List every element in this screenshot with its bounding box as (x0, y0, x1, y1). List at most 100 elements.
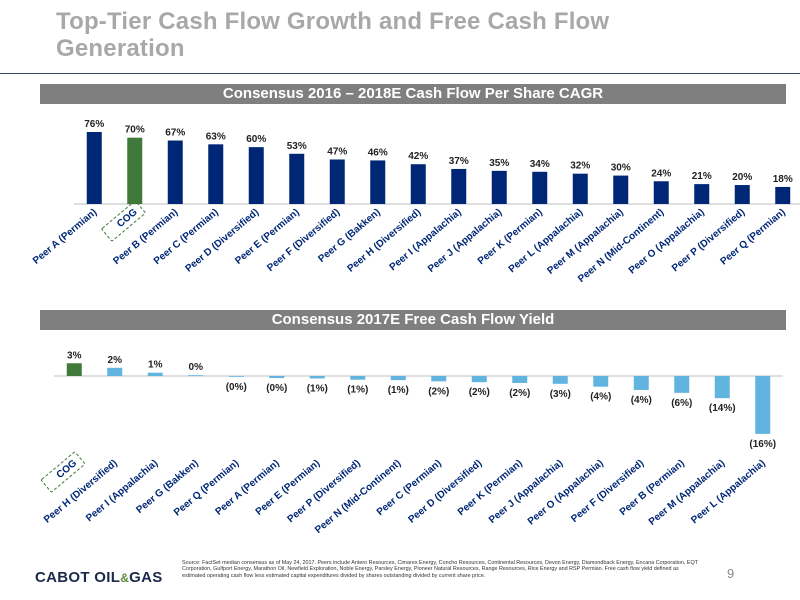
category-label-cog: COG (55, 458, 80, 481)
data-label-peer-d-diversified: 60% (246, 134, 266, 145)
bar-peer-b-permian (674, 376, 690, 393)
category-label-peer-l-appalachia: Peer L (Appalachia) (507, 207, 585, 275)
data-label-peer-i-appalachia: 1% (148, 360, 163, 371)
bar-peer-l-appalachia (755, 376, 771, 434)
data-label-peer-i-appalachia: 37% (449, 156, 469, 167)
data-label-peer-q-permian: (0%) (226, 382, 247, 393)
data-label-peer-o-appalachia: (4%) (590, 392, 611, 403)
bar-peer-h-diversified (107, 367, 123, 376)
category-label-peer-p-diversified: Peer P (Diversified) (285, 458, 362, 525)
bar-peer-n-mid-continent (390, 376, 406, 381)
data-label-peer-k-permian: 34% (530, 159, 550, 170)
data-label-peer-l-appalachia: (16%) (749, 439, 776, 450)
page-title: Top-Tier Cash Flow Growth and Free Cash … (56, 8, 756, 62)
bar-peer-i-appalachia (451, 168, 467, 204)
bar-peer-i-appalachia (147, 372, 163, 376)
data-label-peer-n-mid-continent: 24% (651, 168, 671, 179)
bar-peer-e-permian (309, 376, 325, 379)
data-label-peer-j-appalachia: 35% (489, 158, 509, 169)
bar-peer-m-appalachia (714, 376, 730, 399)
bar-peer-o-appalachia (593, 376, 609, 387)
data-label-peer-p-diversified: (1%) (347, 385, 368, 396)
bar-peer-m-appalachia (613, 175, 629, 204)
cog-highlight-box (40, 451, 86, 493)
bar-peer-a-permian (269, 376, 285, 379)
data-label-peer-e-permian: (1%) (307, 383, 328, 394)
bar-cog (127, 137, 143, 204)
data-label-peer-n-mid-continent: (1%) (388, 385, 409, 396)
data-label-cog: 70% (125, 125, 145, 136)
bar-peer-h-diversified (410, 164, 426, 204)
cog-highlight-box (101, 200, 146, 242)
category-label-peer-h-diversified: Peer H (Diversified) (42, 458, 120, 526)
data-label-peer-l-appalachia: 32% (570, 161, 590, 172)
bar-cog (66, 363, 82, 376)
data-label-peer-a-permian: (0%) (266, 383, 287, 394)
page-number: 9 (727, 566, 735, 581)
bar-peer-g-bakken (370, 160, 386, 204)
category-label-peer-m-appalachia: Peer M (Appalachia) (545, 207, 625, 277)
category-label-peer-f-diversified: Peer F (Diversified) (569, 458, 646, 525)
bar-peer-j-appalachia (552, 376, 568, 384)
bar-peer-p-diversified (350, 376, 366, 380)
bar-peer-a-permian (86, 132, 102, 204)
bar-peer-l-appalachia (572, 173, 588, 204)
bar-peer-e-permian (289, 153, 305, 204)
data-label-peer-e-permian: 53% (287, 141, 307, 152)
fcf-yield-chart-title: Consensus 2017E Free Cash Flow Yield (40, 310, 786, 330)
cagr-chart-title: Consensus 2016 – 2018E Cash Flow Per Sha… (40, 84, 786, 104)
category-label-peer-i-appalachia: Peer I (Appalachia) (388, 207, 464, 273)
bar-peer-d-diversified (248, 147, 264, 204)
company-logo: CABOT OIL&GAS (35, 569, 163, 586)
bar-peer-f-diversified (329, 159, 345, 204)
data-label-peer-f-diversified: (4%) (631, 395, 652, 406)
bar-peer-q-permian (228, 376, 244, 377)
data-label-peer-c-permian: (2%) (428, 386, 449, 397)
category-label-peer-o-appalachia: Peer O (Appalachia) (627, 207, 707, 277)
title-divider (0, 73, 800, 74)
bar-peer-n-mid-continent (653, 181, 669, 204)
bar-peer-c-permian (208, 144, 224, 204)
bar-peer-g-bakken (188, 375, 204, 376)
category-label-peer-j-appalachia: Peer J (Appalachia) (426, 207, 504, 275)
data-label-peer-f-diversified: 47% (327, 146, 347, 157)
bar-peer-o-appalachia (694, 184, 710, 204)
category-label-peer-m-appalachia: Peer M (Appalachia) (647, 458, 727, 528)
source-footnote: Source: FactSet median consensus as of M… (182, 560, 698, 579)
category-label-peer-d-diversified: Peer D (Diversified) (183, 207, 261, 275)
data-label-peer-b-permian: (6%) (671, 398, 692, 409)
category-label-peer-a-permian: Peer A (Permian) (31, 207, 99, 267)
fcf-yield-bar-chart: 3% COG 2% Peer H (Diversified) 1% Peer I (App… (40, 350, 783, 536)
bar-peer-c-permian (431, 376, 447, 382)
data-label-peer-j-appalachia: (3%) (550, 389, 571, 400)
bar-peer-f-diversified (633, 376, 649, 390)
bar-peer-k-permian (532, 171, 548, 204)
category-label-peer-p-diversified: Peer P (Diversified) (670, 207, 747, 274)
data-label-peer-h-diversified: 2% (108, 355, 123, 366)
category-label-peer-h-diversified: Peer H (Diversified) (345, 207, 423, 275)
data-label-peer-h-diversified: 42% (408, 151, 428, 162)
bar-peer-p-diversified (734, 185, 750, 204)
bar-peer-b-permian (167, 140, 183, 204)
data-label-peer-g-bakken: 46% (368, 147, 388, 158)
data-label-peer-g-bakken: 0% (189, 362, 204, 373)
data-label-peer-p-diversified: 20% (732, 172, 752, 183)
category-label-peer-d-diversified: Peer D (Diversified) (406, 458, 484, 526)
data-label-peer-c-permian: 63% (206, 131, 226, 142)
category-label-peer-o-appalachia: Peer O (Appalachia) (526, 458, 606, 528)
bar-peer-q-permian (775, 186, 791, 204)
data-label-peer-b-permian: 67% (165, 128, 185, 139)
category-label-peer-i-appalachia: Peer I (Appalachia) (84, 458, 160, 524)
data-label-peer-a-permian: 76% (84, 119, 104, 130)
page-title-line-1: Top-Tier Cash Flow Growth and Free Cash … (56, 8, 610, 35)
category-label-cog: COG (115, 207, 140, 230)
category-label-peer-f-diversified: Peer F (Diversified) (265, 207, 342, 274)
bar-peer-k-permian (512, 376, 528, 383)
bar-peer-d-diversified (471, 376, 487, 383)
data-label-peer-q-permian: 18% (773, 174, 793, 185)
data-label-peer-k-permian: (2%) (509, 388, 530, 399)
data-label-peer-d-diversified: (2%) (469, 387, 490, 398)
page-title-line-2: Generation (56, 35, 185, 62)
data-label-cog: 3% (67, 350, 82, 361)
